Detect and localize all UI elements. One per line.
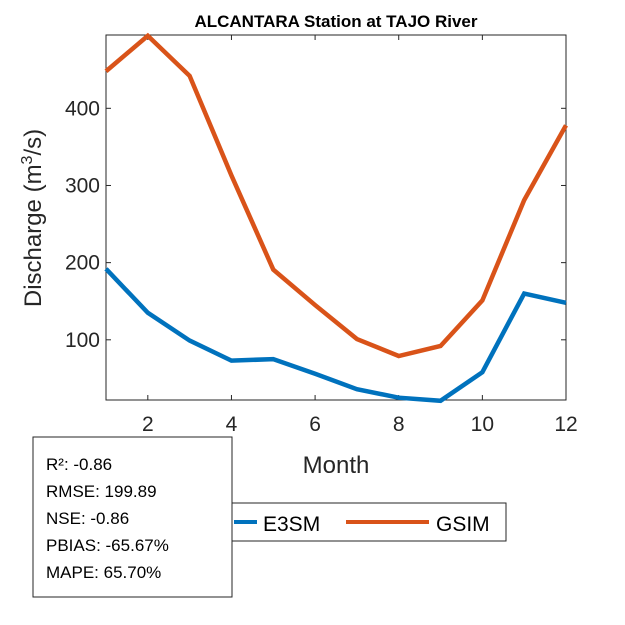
stat-nse: NSE: -0.86 (46, 509, 129, 528)
legend-label-gsim: GSIM (436, 513, 490, 536)
x-tick-label: 6 (309, 413, 321, 436)
x-tick-label: 8 (393, 413, 405, 436)
legend-label-e3sm: E3SM (263, 513, 320, 536)
stat-pbias: PBIAS: -65.67% (46, 536, 169, 555)
y-tick-label: 100 (65, 329, 100, 352)
y-tick-label: 200 (65, 252, 100, 275)
y-axis-label: Discharge (m3/s) (19, 129, 47, 307)
stat-rmse: RMSE: 199.89 (46, 482, 157, 501)
plot-area (105, 34, 567, 401)
stat-mape: MAPE: 65.70% (46, 563, 161, 582)
series-line-e3sm (104, 267, 567, 404)
x-tick-label: 4 (226, 413, 238, 436)
x-tick-label: 2 (142, 413, 154, 436)
series-line-gsim (104, 32, 568, 359)
y-tick-label: 400 (65, 97, 100, 120)
chart-title: ALCANTARA Station at TAJO River (194, 12, 477, 31)
legend: E3SM GSIM (227, 502, 507, 542)
x-axis-label: Month (303, 452, 370, 479)
x-tick-label: 10 (471, 413, 494, 436)
stat-r2: R²: -0.86 (46, 455, 112, 474)
stats-box: R²: -0.86 RMSE: 199.89 NSE: -0.86 PBIAS:… (32, 436, 233, 598)
y-tick-label: 300 (65, 174, 100, 197)
x-tick-label: 12 (554, 413, 577, 436)
